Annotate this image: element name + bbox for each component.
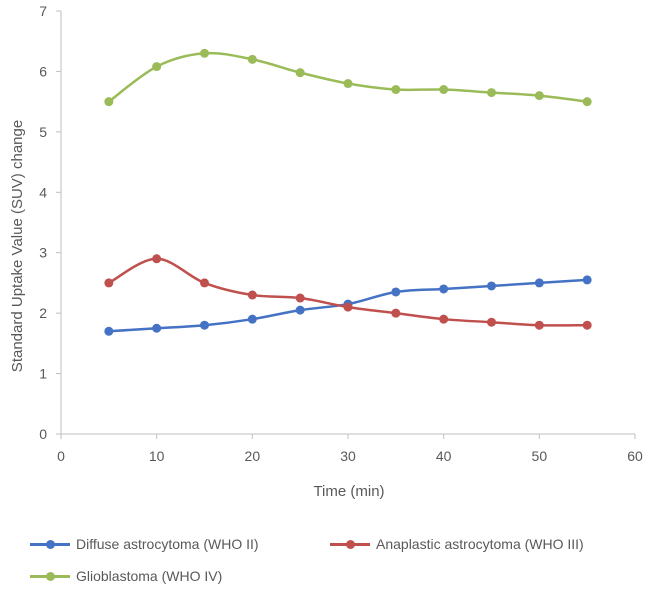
data-point [439, 85, 449, 95]
data-point [247, 314, 257, 324]
legend-item-glioblastoma: Glioblastoma (WHO IV) [30, 568, 222, 584]
legend-swatch-anaplastic [330, 538, 370, 550]
y-tick-label: 2 [39, 305, 47, 321]
y-tick-label: 4 [39, 184, 47, 200]
data-point [152, 254, 162, 264]
data-point [247, 290, 257, 300]
legend-label-diffuse: Diffuse astrocytoma (WHO II) [76, 536, 259, 552]
x-axis-title: Time (min) [313, 483, 384, 500]
data-point [534, 278, 544, 288]
y-axis: 0 1 2 3 4 5 6 7 [39, 3, 62, 442]
data-point [391, 308, 401, 318]
data-point [104, 278, 114, 288]
legend-item-diffuse: Diffuse astrocytoma (WHO II) [30, 536, 259, 552]
data-point [534, 91, 544, 101]
series-glioblastoma [104, 48, 592, 107]
legend-item-anaplastic: Anaplastic astrocytoma (WHO III) [330, 536, 584, 552]
x-axis: 0 10 20 30 40 50 60 [57, 433, 643, 464]
data-point [343, 302, 353, 312]
data-point [487, 88, 496, 98]
y-tick-label: 3 [39, 245, 47, 261]
x-tick-label: 10 [149, 448, 165, 464]
data-point [582, 97, 592, 107]
data-point [247, 54, 257, 64]
series-line-glioblastoma [108, 51, 588, 103]
x-tick-label: 40 [436, 448, 452, 464]
x-tick-label: 0 [57, 448, 65, 464]
data-point [391, 85, 401, 95]
data-point [487, 317, 496, 327]
y-tick-label: 1 [39, 366, 47, 382]
series-line-anaplastic [108, 257, 588, 327]
data-point [487, 281, 496, 291]
y-axis-title: Standard Uptake Value (SUV) change [9, 120, 26, 372]
x-tick-label: 20 [245, 448, 261, 464]
data-point [582, 320, 592, 330]
x-tick-label: 30 [340, 448, 356, 464]
data-point [582, 275, 592, 285]
x-tick-label: 60 [627, 448, 643, 464]
data-point [152, 323, 162, 333]
series-layer [104, 48, 592, 336]
data-point [295, 305, 305, 315]
x-tick-label: 50 [532, 448, 548, 464]
data-point [200, 48, 209, 58]
data-point [152, 62, 162, 72]
legend-swatch-glioblastoma [30, 570, 70, 582]
legend-label-anaplastic: Anaplastic astrocytoma (WHO III) [376, 536, 584, 552]
data-point [534, 320, 544, 330]
data-point [200, 278, 209, 288]
legend-swatch-diffuse [30, 538, 70, 550]
data-point [295, 68, 305, 78]
legend-label-glioblastoma: Glioblastoma (WHO IV) [76, 568, 223, 584]
y-tick-label: 6 [39, 63, 47, 79]
series-anaplastic [104, 254, 592, 330]
data-point [439, 314, 449, 324]
y-tick-label: 5 [39, 124, 47, 140]
data-point [200, 320, 209, 330]
y-tick-label: 0 [39, 426, 47, 442]
data-point [295, 293, 305, 303]
data-point [439, 284, 449, 294]
data-point [104, 97, 114, 107]
data-point [391, 287, 401, 297]
data-point [343, 79, 353, 89]
data-point [104, 326, 114, 336]
y-tick-label: 7 [39, 3, 47, 19]
